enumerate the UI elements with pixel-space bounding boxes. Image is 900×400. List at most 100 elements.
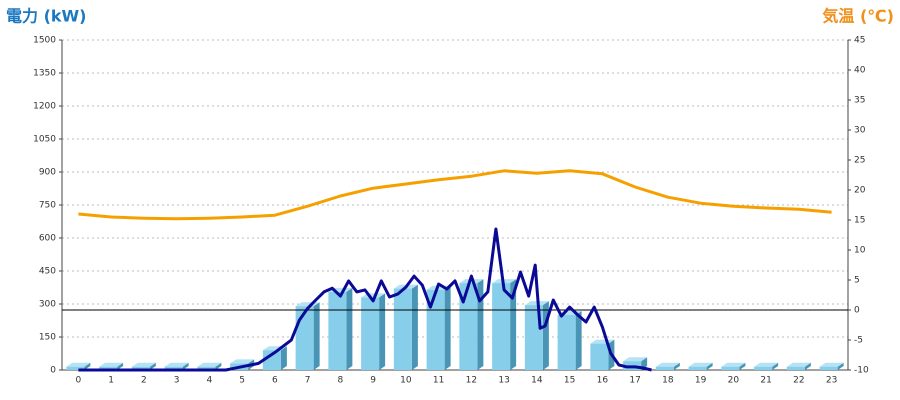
x-tick-label: 19	[695, 376, 707, 386]
bar	[361, 297, 380, 370]
x-tick-label: 20	[728, 376, 740, 386]
bar	[754, 366, 773, 370]
y-tick-label: 0	[50, 366, 56, 376]
x-tick-label: 0	[76, 376, 82, 386]
x-tick-label: 15	[564, 376, 575, 386]
y-tick-label: 1200	[33, 102, 56, 112]
x-tick-label: 4	[207, 376, 213, 386]
bar-top	[786, 362, 811, 367]
bar-side	[280, 346, 287, 370]
bar	[688, 366, 707, 370]
bar-side	[215, 362, 222, 370]
bar-side	[510, 279, 517, 370]
bar-side	[313, 302, 320, 370]
x-tick-label: 14	[531, 376, 543, 386]
y2-tick-label: 20	[854, 186, 866, 196]
bar	[131, 366, 150, 370]
bar	[262, 350, 281, 370]
x-tick-label: 18	[662, 376, 674, 386]
bar-side	[379, 293, 386, 370]
bar-side	[772, 362, 779, 370]
bar	[328, 291, 347, 370]
bar	[721, 366, 740, 370]
y-tick-label: 150	[39, 333, 56, 343]
x-tick-label: 10	[400, 376, 412, 386]
bar	[819, 366, 838, 370]
bar-side	[346, 287, 353, 370]
x-tick-label: 23	[826, 376, 837, 386]
y-tick-label: 300	[39, 300, 56, 310]
y2-tick-label: -5	[854, 336, 863, 346]
x-tick-label: 8	[338, 376, 344, 386]
bar-side	[739, 362, 746, 370]
y-tick-label: 600	[39, 234, 56, 244]
x-tick-label: 6	[272, 376, 278, 386]
bar-side	[706, 362, 713, 370]
y-tick-label: 1500	[33, 36, 56, 46]
bar-top	[164, 362, 189, 367]
x-tick-label: 21	[760, 376, 771, 386]
y-tick-label: 1050	[33, 135, 56, 145]
y2-tick-label: -10	[854, 366, 869, 376]
y2-tick-label: 40	[854, 66, 866, 76]
bar	[197, 366, 216, 370]
bar-top	[623, 357, 648, 362]
x-tick-label: 16	[597, 376, 609, 386]
y2-tick-label: 25	[854, 156, 865, 166]
bar-side	[84, 362, 91, 370]
bar	[295, 306, 314, 370]
y2-axis-title: 気温 (℃)	[822, 7, 894, 26]
bar-side	[182, 362, 189, 370]
bar	[590, 343, 609, 370]
bar-side	[837, 362, 844, 370]
y2-tick-label: 5	[854, 276, 860, 286]
bar-top	[230, 359, 255, 364]
x-tick-label: 2	[141, 376, 147, 386]
y-tick-label: 900	[39, 168, 56, 178]
y2-tick-label: 15	[854, 216, 865, 226]
bar-top	[131, 362, 156, 367]
y2-tick-label: 0	[854, 306, 860, 316]
bar-side	[673, 362, 680, 370]
bar-top	[197, 362, 222, 367]
bar	[786, 366, 805, 370]
bar	[492, 283, 511, 370]
y-axis-title: 電力 (kW)	[6, 7, 87, 26]
y2-tick-label: 45	[854, 36, 865, 46]
y-tick-label: 450	[39, 267, 56, 277]
y2-tick-label: 10	[854, 246, 866, 256]
x-tick-label: 5	[239, 376, 245, 386]
bar	[66, 366, 85, 370]
bar-top	[688, 362, 713, 367]
bar-top	[819, 362, 844, 367]
bar	[99, 366, 118, 370]
bar	[557, 315, 576, 370]
y2-tick-label: 30	[854, 126, 866, 136]
x-tick-label: 7	[305, 376, 311, 386]
bar-top	[99, 362, 124, 367]
x-tick-label: 9	[370, 376, 376, 386]
x-tick-label: 13	[498, 376, 509, 386]
x-tick-label: 3	[174, 376, 180, 386]
bar	[459, 283, 478, 370]
bar-top	[721, 362, 746, 367]
x-tick-label: 11	[433, 376, 444, 386]
bar	[164, 366, 183, 370]
bar-side	[542, 301, 549, 370]
x-tick-label: 22	[793, 376, 804, 386]
bar	[393, 288, 412, 370]
bar-side	[149, 362, 156, 370]
bar-side	[575, 311, 582, 370]
bar-top	[754, 362, 779, 367]
bar-side	[444, 285, 451, 370]
power-line	[78, 227, 652, 372]
bar-side	[117, 362, 124, 370]
y-tick-label: 1350	[33, 69, 56, 79]
y2-tick-label: 35	[854, 96, 865, 106]
bar-top	[655, 362, 680, 367]
bar-top	[66, 362, 91, 367]
x-tick-label: 1	[108, 376, 114, 386]
x-tick-label: 17	[629, 376, 640, 386]
bar-side	[411, 284, 418, 370]
